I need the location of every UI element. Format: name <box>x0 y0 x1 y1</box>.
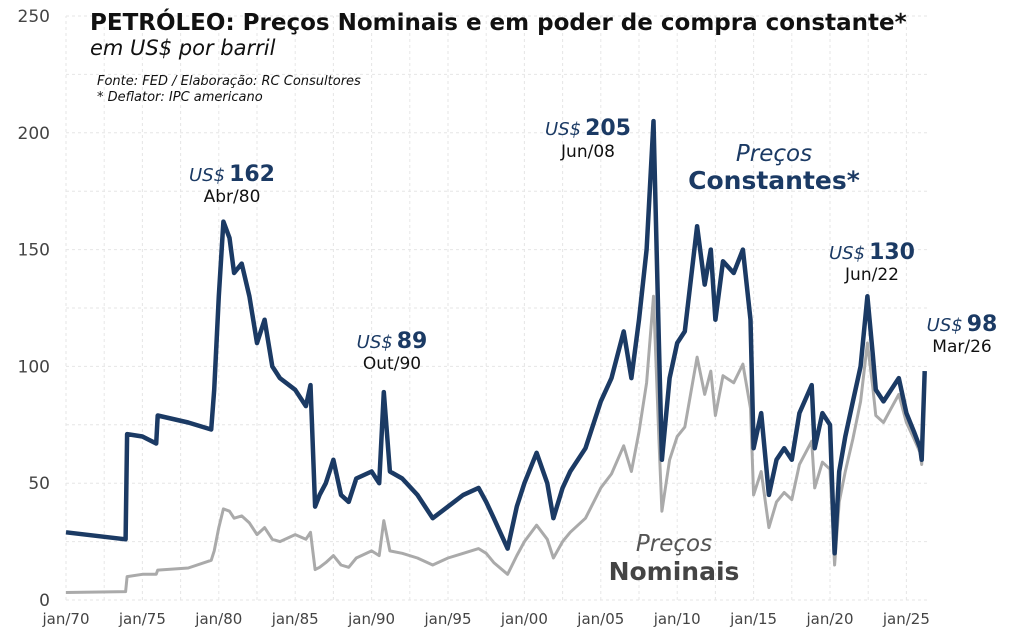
y-tick-label: 50 <box>28 474 50 494</box>
x-tick-label: jan/10 <box>653 610 701 628</box>
y-tick-label: 250 <box>18 7 50 27</box>
annotation-value: 205 <box>585 116 631 141</box>
x-tick-label: jan/25 <box>882 610 930 628</box>
deflator-note: * Deflator: IPC americano <box>97 90 263 105</box>
y-tick-label: 150 <box>18 241 50 261</box>
x-tick-label: jan/85 <box>271 610 319 628</box>
annotation-1980: US$ 162 Abr/80 <box>189 162 275 207</box>
svg-text:US$130: US$ 130 <box>829 240 915 265</box>
chart-title: PETRÓLEO: Preços Nominais e em poder de … <box>90 8 907 36</box>
annotation-date: Jun/08 <box>560 142 615 162</box>
annotation-2008: US$ 205 Jun/08 <box>545 116 631 162</box>
svg-text:US$89: US$ 89 <box>357 329 428 354</box>
annotation-value: 98 <box>967 312 998 337</box>
legend-constant-line1: Preços <box>736 141 812 167</box>
y-axis: 0 50 100 150 200 250 <box>18 7 50 611</box>
annotation-prefix: US$ <box>545 119 581 140</box>
x-tick-label: jan/80 <box>194 610 242 628</box>
annotation-value: 130 <box>869 240 915 265</box>
svg-text:US$205: US$ 205 <box>545 116 631 141</box>
annotation-date: Out/90 <box>363 354 421 374</box>
series-line-constant <box>65 118 927 556</box>
svg-text:US$162: US$ 162 <box>189 162 275 187</box>
chart-subtitle: em US$ por barril <box>90 36 276 60</box>
annotation-date: Jun/22 <box>844 265 899 285</box>
svg-text:US$98: US$ 98 <box>927 312 998 337</box>
y-tick-label: 200 <box>18 124 50 144</box>
annotation-date: Abr/80 <box>204 187 261 207</box>
legend-nominal-line2: Nominais <box>609 557 740 586</box>
annotation-date: Mar/26 <box>932 337 991 357</box>
legend-constant-line2: Constantes* <box>688 166 860 195</box>
x-tick-label: jan/05 <box>576 610 624 628</box>
annotation-prefix: US$ <box>357 332 393 353</box>
annotation-value: 89 <box>397 329 428 354</box>
x-tick-label: jan/20 <box>805 610 853 628</box>
annotation-prefix: US$ <box>927 315 963 336</box>
source-note: Fonte: FED / Elaboração: RC Consultores <box>97 74 361 89</box>
x-tick-label: jan/75 <box>118 610 166 628</box>
annotation-value: 162 <box>229 162 275 187</box>
annotation-2026: US$ 98 Mar/26 <box>927 312 998 357</box>
annotation-2022: US$ 130 Jun/22 <box>829 240 915 285</box>
y-tick-label: 0 <box>39 591 50 611</box>
x-tick-label: jan/70 <box>41 610 89 628</box>
annotation-1990: US$ 89 Out/90 <box>357 329 428 374</box>
x-axis: jan/70 jan/75 jan/80 jan/85 jan/90 jan/95 jan/… <box>41 610 929 628</box>
annotation-prefix: US$ <box>189 165 225 186</box>
x-tick-label: jan/00 <box>500 610 548 628</box>
x-tick-label: jan/15 <box>729 610 777 628</box>
grid <box>65 15 930 601</box>
y-tick-label: 100 <box>18 357 50 377</box>
annotation-prefix: US$ <box>829 243 865 264</box>
legend-nominal-line1: Preços <box>636 531 712 557</box>
x-tick-label: jan/95 <box>423 610 471 628</box>
x-tick-label: jan/90 <box>347 610 395 628</box>
